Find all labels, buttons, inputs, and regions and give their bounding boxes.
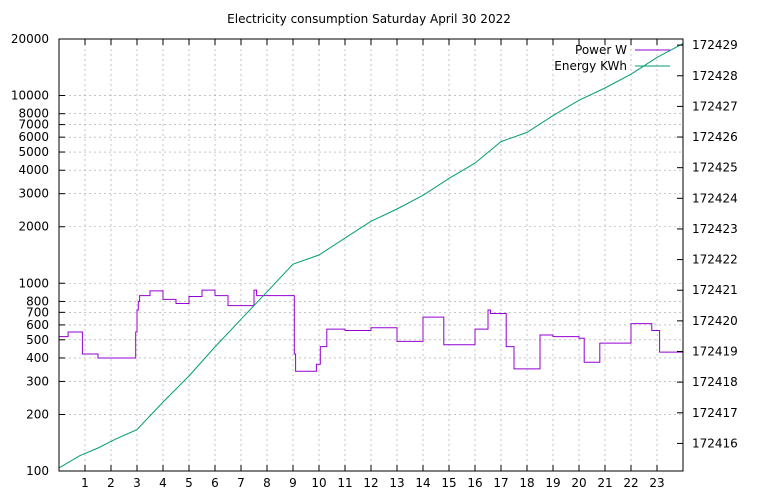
- x-tick-label: 22: [623, 476, 638, 490]
- y-tick-label: 100: [26, 464, 49, 478]
- y2-tick-label: 172416: [692, 436, 738, 450]
- x-tick-label: 13: [389, 476, 404, 490]
- y2-tick-label: 172428: [692, 69, 738, 83]
- x-tick-label: 9: [289, 476, 297, 490]
- series-line-power-w: [59, 289, 683, 372]
- y2-tick-label: 172425: [692, 161, 738, 175]
- y2-tick-label: 172417: [692, 406, 738, 420]
- y-tick-label: 800: [26, 294, 49, 308]
- x-tick-label: 2: [107, 476, 115, 490]
- x-tick-label: 7: [237, 476, 245, 490]
- x-tick-label: 23: [649, 476, 664, 490]
- y-tick-label: 8000: [18, 107, 49, 121]
- y2-tick-label: 172429: [692, 38, 738, 52]
- y-tick-label: 200: [26, 407, 49, 421]
- y-tick-label: 600: [26, 318, 49, 332]
- x-tick-label: 6: [211, 476, 219, 490]
- x-tick-label: 8: [263, 476, 271, 490]
- x-tick-label: 1: [81, 476, 89, 490]
- y2-tick-label: 172419: [692, 345, 738, 359]
- plot-frame: [58, 38, 684, 472]
- series-layer: [58, 43, 684, 469]
- y-tick-label: 300: [26, 374, 49, 388]
- y2-tick-label: 172423: [692, 222, 738, 236]
- grid: [59, 38, 683, 472]
- x-tick-label: 14: [415, 476, 430, 490]
- legend-label-energy-kwh: Energy KWh: [554, 59, 627, 73]
- legend-label-power-w: Power W: [575, 43, 627, 57]
- x-tick-label: 17: [493, 476, 508, 490]
- y-tick-label: 2000: [18, 220, 49, 234]
- x-tick-label: 5: [185, 476, 193, 490]
- y-tick-label: 5000: [18, 145, 49, 159]
- y-tick-label: 700: [26, 305, 49, 319]
- x-tick-label: 20: [571, 476, 586, 490]
- chart-title: Electricity consumption Saturday April 3…: [227, 12, 511, 26]
- axes: 1 2 3 4 5 6 7 8 9 10 11 12 13 14 15 16 17 18 19 20 21 22 23100…: [11, 32, 738, 490]
- y-tick-label: 1000: [18, 276, 49, 290]
- y-tick-label: 7000: [18, 118, 49, 132]
- x-tick-label: 10: [311, 476, 326, 490]
- y2-tick-label: 172418: [692, 375, 738, 389]
- x-tick-label: 16: [467, 476, 482, 490]
- x-tick-label: 12: [363, 476, 378, 490]
- y2-tick-label: 172424: [692, 191, 738, 205]
- x-tick-label: 3: [133, 476, 141, 490]
- y2-tick-label: 172421: [692, 283, 738, 297]
- legend: Power W Energy KWh: [554, 43, 670, 73]
- x-tick-label: 11: [337, 476, 352, 490]
- y-tick-label: 20000: [11, 32, 49, 46]
- y-tick-label: 4000: [18, 163, 49, 177]
- y2-tick-label: 172422: [692, 253, 738, 267]
- y-tick-label: 6000: [18, 130, 49, 144]
- x-tick-label: 18: [519, 476, 534, 490]
- x-tick-label: 15: [441, 476, 456, 490]
- y-tick-label: 500: [26, 333, 49, 347]
- x-tick-label: 19: [545, 476, 560, 490]
- y-tick-label: 400: [26, 351, 49, 365]
- y-tick-label: 3000: [18, 187, 49, 201]
- y2-tick-label: 172426: [692, 130, 738, 144]
- y-tick-label: 10000: [11, 89, 49, 103]
- y2-tick-label: 172427: [692, 99, 738, 113]
- y2-tick-label: 172420: [692, 314, 738, 328]
- x-tick-label: 4: [159, 476, 167, 490]
- x-tick-label: 21: [597, 476, 612, 490]
- series-line-energy-kwh: [58, 43, 684, 469]
